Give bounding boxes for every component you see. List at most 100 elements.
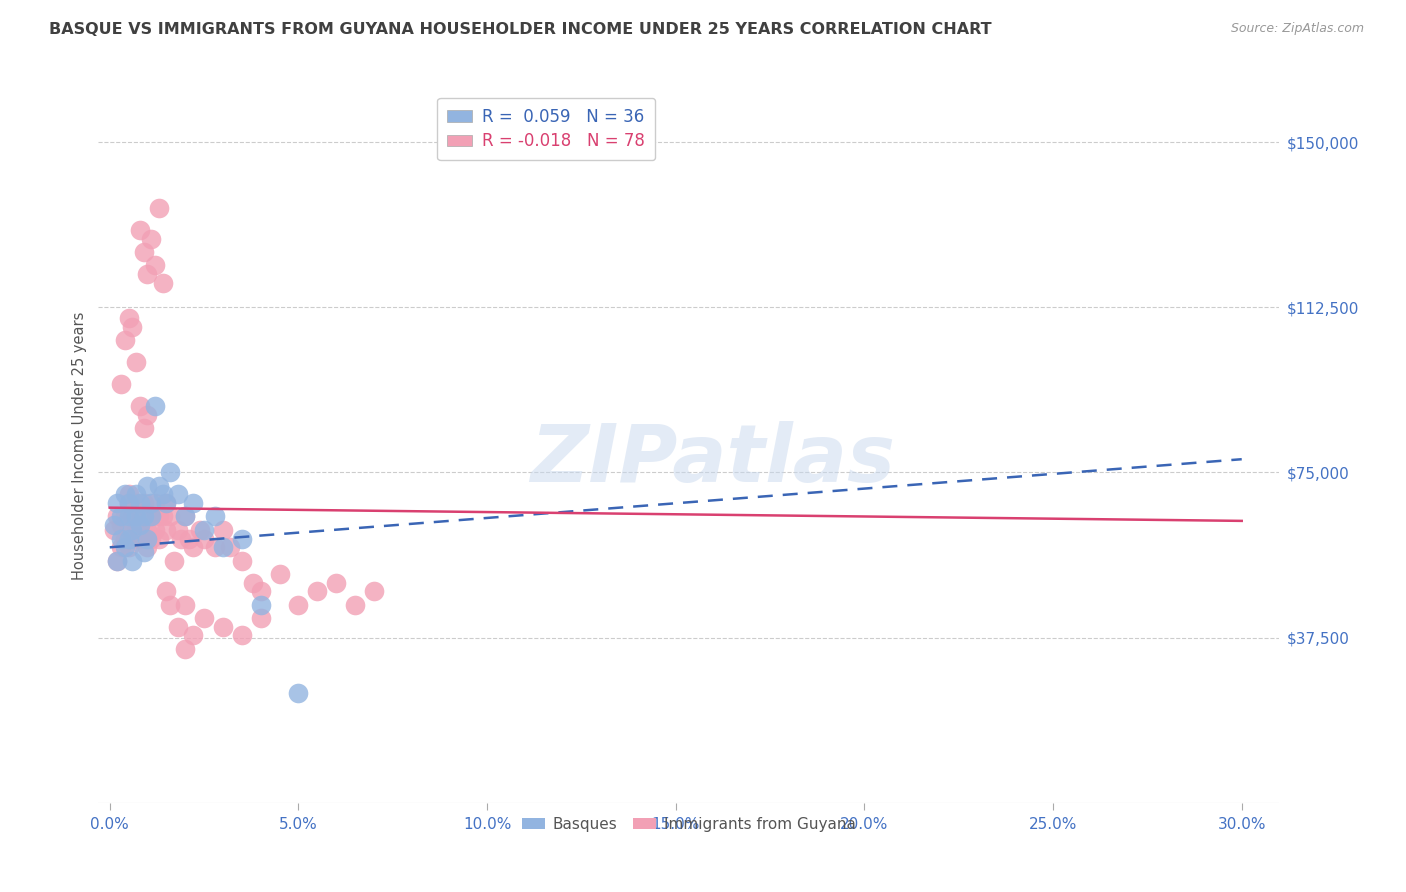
- Point: [141, 532, 163, 546]
- Point: [129, 523, 152, 537]
- Point: [174, 598, 197, 612]
- Point: [155, 496, 177, 510]
- Point: [114, 541, 136, 555]
- Point: [129, 223, 152, 237]
- Point: [148, 201, 170, 215]
- Point: [110, 541, 132, 555]
- Point: [159, 466, 181, 480]
- Point: [121, 532, 143, 546]
- Point: [212, 541, 235, 555]
- Point: [136, 532, 159, 546]
- Point: [177, 532, 200, 546]
- Point: [110, 509, 132, 524]
- Point: [269, 566, 291, 581]
- Point: [143, 400, 166, 414]
- Point: [152, 487, 174, 501]
- Point: [193, 611, 215, 625]
- Point: [231, 532, 253, 546]
- Point: [110, 377, 132, 392]
- Text: ZIPatlas: ZIPatlas: [530, 421, 896, 500]
- Point: [166, 619, 188, 633]
- Point: [181, 628, 204, 642]
- Point: [249, 584, 271, 599]
- Point: [114, 532, 136, 546]
- Point: [204, 509, 226, 524]
- Point: [125, 496, 148, 510]
- Point: [117, 487, 139, 501]
- Point: [121, 523, 143, 537]
- Point: [117, 311, 139, 326]
- Point: [159, 509, 181, 524]
- Point: [188, 523, 211, 537]
- Point: [231, 628, 253, 642]
- Point: [155, 496, 177, 510]
- Point: [155, 584, 177, 599]
- Point: [129, 509, 152, 524]
- Point: [174, 509, 197, 524]
- Point: [307, 584, 329, 599]
- Point: [141, 509, 163, 524]
- Point: [136, 523, 159, 537]
- Point: [143, 496, 166, 510]
- Point: [103, 523, 125, 537]
- Point: [219, 541, 242, 555]
- Point: [148, 509, 170, 524]
- Point: [343, 598, 366, 612]
- Point: [129, 400, 152, 414]
- Point: [121, 509, 143, 524]
- Point: [105, 553, 128, 567]
- Point: [117, 509, 139, 524]
- Point: [132, 421, 155, 435]
- Point: [105, 553, 128, 567]
- Point: [105, 496, 128, 510]
- Point: [193, 523, 215, 537]
- Point: [166, 523, 188, 537]
- Point: [114, 487, 136, 501]
- Point: [136, 478, 159, 492]
- Point: [159, 598, 181, 612]
- Point: [117, 496, 139, 510]
- Point: [163, 553, 186, 567]
- Point: [287, 598, 309, 612]
- Point: [132, 509, 155, 524]
- Point: [212, 523, 235, 537]
- Point: [132, 545, 155, 559]
- Point: [136, 541, 159, 555]
- Point: [114, 333, 136, 347]
- Point: [125, 523, 148, 537]
- Point: [148, 478, 170, 492]
- Point: [231, 553, 253, 567]
- Point: [103, 518, 125, 533]
- Point: [363, 584, 385, 599]
- Point: [141, 496, 163, 510]
- Point: [117, 496, 139, 510]
- Point: [110, 518, 132, 533]
- Point: [148, 532, 170, 546]
- Point: [174, 509, 197, 524]
- Point: [212, 619, 235, 633]
- Point: [110, 532, 132, 546]
- Point: [166, 487, 188, 501]
- Point: [249, 611, 271, 625]
- Point: [193, 532, 215, 546]
- Point: [287, 686, 309, 700]
- Point: [249, 598, 271, 612]
- Point: [136, 509, 159, 524]
- Point: [152, 276, 174, 290]
- Point: [132, 509, 155, 524]
- Point: [136, 267, 159, 281]
- Point: [125, 355, 148, 369]
- Point: [174, 641, 197, 656]
- Point: [129, 496, 152, 510]
- Text: BASQUE VS IMMIGRANTS FROM GUYANA HOUSEHOLDER INCOME UNDER 25 YEARS CORRELATION C: BASQUE VS IMMIGRANTS FROM GUYANA HOUSEHO…: [49, 22, 991, 37]
- Point: [136, 408, 159, 422]
- Point: [152, 509, 174, 524]
- Point: [125, 487, 148, 501]
- Point: [242, 575, 264, 590]
- Point: [155, 523, 177, 537]
- Point: [181, 541, 204, 555]
- Point: [325, 575, 347, 590]
- Point: [125, 509, 148, 524]
- Point: [129, 518, 152, 533]
- Point: [132, 496, 155, 510]
